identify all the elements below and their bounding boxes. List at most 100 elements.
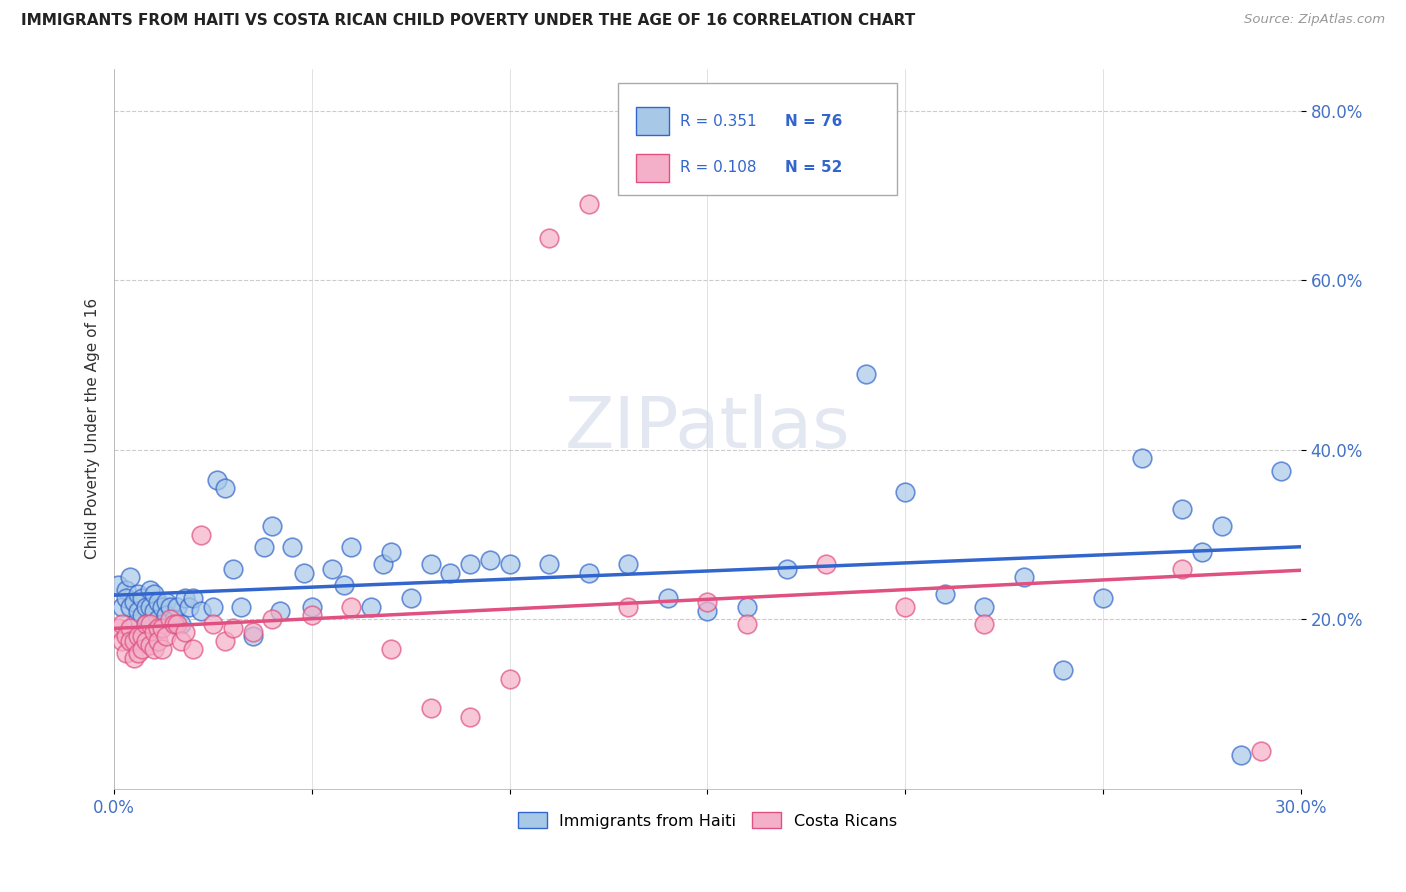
Point	[155, 629, 177, 643]
Point	[380, 642, 402, 657]
Point	[115, 591, 138, 606]
Point	[127, 604, 149, 618]
Point	[150, 599, 173, 614]
Point	[332, 578, 354, 592]
Point	[1091, 591, 1114, 606]
Point	[202, 599, 225, 614]
Point	[131, 642, 153, 657]
Point	[131, 629, 153, 643]
Text: R = 0.351: R = 0.351	[681, 113, 756, 128]
Point	[1052, 663, 1074, 677]
Point	[735, 599, 758, 614]
Point	[242, 625, 264, 640]
Point	[894, 599, 917, 614]
Point	[973, 599, 995, 614]
Point	[162, 616, 184, 631]
Point	[174, 591, 197, 606]
Point	[115, 582, 138, 597]
Point	[142, 587, 165, 601]
Point	[222, 561, 245, 575]
Point	[340, 541, 363, 555]
Point	[419, 701, 441, 715]
Point	[107, 621, 129, 635]
Point	[242, 629, 264, 643]
Text: Source: ZipAtlas.com: Source: ZipAtlas.com	[1244, 13, 1385, 27]
Point	[118, 633, 141, 648]
Point	[139, 599, 162, 614]
Point	[380, 544, 402, 558]
Point	[205, 473, 228, 487]
Point	[1211, 519, 1233, 533]
Point	[371, 558, 394, 572]
Point	[127, 646, 149, 660]
Point	[170, 633, 193, 648]
Point	[419, 558, 441, 572]
Point	[146, 612, 169, 626]
Point	[139, 616, 162, 631]
Point	[1270, 464, 1292, 478]
Text: IMMIGRANTS FROM HAITI VS COSTA RICAN CHILD POVERTY UNDER THE AGE OF 16 CORRELATI: IMMIGRANTS FROM HAITI VS COSTA RICAN CHI…	[21, 13, 915, 29]
Point	[696, 604, 718, 618]
Point	[458, 710, 481, 724]
Legend: Immigrants from Haiti, Costa Ricans: Immigrants from Haiti, Costa Ricans	[512, 805, 904, 835]
Point	[135, 599, 157, 614]
Point	[222, 621, 245, 635]
Point	[301, 608, 323, 623]
Point	[107, 578, 129, 592]
Point	[155, 595, 177, 609]
Point	[174, 625, 197, 640]
Point	[179, 599, 201, 614]
Point	[142, 625, 165, 640]
Y-axis label: Child Poverty Under the Age of 16: Child Poverty Under the Age of 16	[86, 298, 100, 559]
Point	[499, 558, 522, 572]
Point	[499, 672, 522, 686]
Point	[135, 616, 157, 631]
Point	[118, 599, 141, 614]
Point	[775, 561, 797, 575]
Point	[1171, 561, 1194, 575]
Point	[973, 616, 995, 631]
Point	[229, 599, 252, 614]
Point	[115, 629, 138, 643]
Bar	[637, 107, 669, 135]
Point	[399, 591, 422, 606]
Point	[170, 616, 193, 631]
Point	[292, 566, 315, 580]
Point	[111, 633, 134, 648]
Point	[122, 595, 145, 609]
Point	[162, 612, 184, 626]
Point	[657, 591, 679, 606]
Point	[150, 621, 173, 635]
Point	[139, 638, 162, 652]
Point	[135, 633, 157, 648]
Point	[159, 599, 181, 614]
Point	[696, 595, 718, 609]
Text: N = 76: N = 76	[785, 113, 842, 128]
Point	[131, 608, 153, 623]
Point	[131, 591, 153, 606]
Point	[118, 621, 141, 635]
Point	[146, 633, 169, 648]
Point	[142, 604, 165, 618]
Point	[122, 633, 145, 648]
Point	[190, 527, 212, 541]
Point	[1012, 570, 1035, 584]
Point	[1191, 544, 1213, 558]
Point	[111, 599, 134, 614]
Point	[150, 616, 173, 631]
Point	[340, 599, 363, 614]
Point	[181, 591, 204, 606]
Point	[617, 599, 640, 614]
Point	[617, 558, 640, 572]
Point	[146, 595, 169, 609]
Bar	[637, 154, 669, 182]
Point	[142, 642, 165, 657]
Point	[159, 612, 181, 626]
Point	[855, 367, 877, 381]
Point	[135, 616, 157, 631]
Point	[894, 485, 917, 500]
Point	[202, 616, 225, 631]
Point	[578, 566, 600, 580]
Point	[190, 604, 212, 618]
Point	[118, 570, 141, 584]
